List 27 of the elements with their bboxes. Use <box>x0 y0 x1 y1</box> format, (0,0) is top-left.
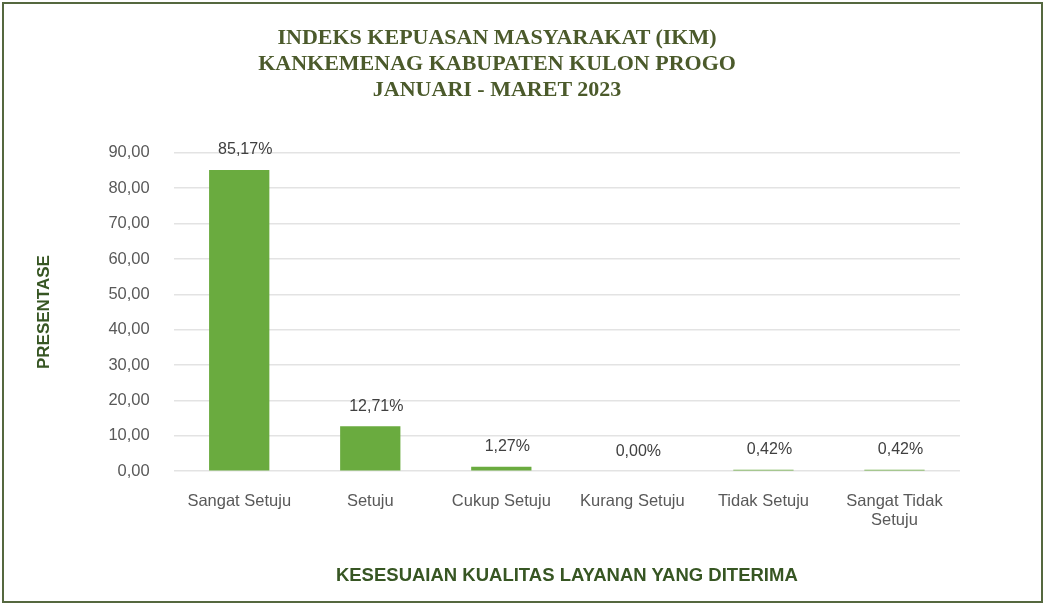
y-tick-label: 80,00 <box>108 177 150 196</box>
y-tick-label: 60,00 <box>108 248 150 267</box>
x-tick-label: Setuju <box>346 490 394 509</box>
x-tick-label: Sangat Setuju <box>187 490 292 509</box>
y-tick-label: 50,00 <box>108 283 150 302</box>
x-axis-title: KESESUAIAN KUALITAS LAYANAN YANG DITERIMA <box>335 563 798 585</box>
y-tick-label: 0,00 <box>117 460 150 479</box>
y-axis-title: PRESENTASE <box>33 255 53 370</box>
data-label: 12,71% <box>349 396 404 414</box>
y-tick-label: 20,00 <box>108 390 150 409</box>
y-tick-label: 70,00 <box>108 213 150 232</box>
y-tick-label: 90,00 <box>108 142 150 161</box>
data-label: 0,42% <box>877 440 924 458</box>
y-tick-label: 40,00 <box>108 319 150 338</box>
x-tick-label: Sangat Tidak Setuju <box>846 490 944 529</box>
y-tick-label: 10,00 <box>108 425 150 444</box>
x-tick-label: Kurang Setuju <box>580 490 685 509</box>
data-label: 0,00% <box>615 441 662 459</box>
data-label: 0,42% <box>746 440 793 458</box>
data-label: 1,27% <box>484 437 531 455</box>
bar <box>209 169 270 471</box>
chart-title: INDEKS KEPUASAN MASYARAKAT (IKM) KANKEMENAG KABUPATEN KULON PROGO JANUARI - MARET 2023 <box>258 23 736 101</box>
data-label: 85,17% <box>218 140 273 158</box>
y-tick-label: 30,00 <box>108 354 150 373</box>
bar <box>340 426 401 471</box>
x-tick-label: Tidak Setuju <box>717 490 809 509</box>
x-tick-label: Cukup Setuju <box>451 490 551 509</box>
